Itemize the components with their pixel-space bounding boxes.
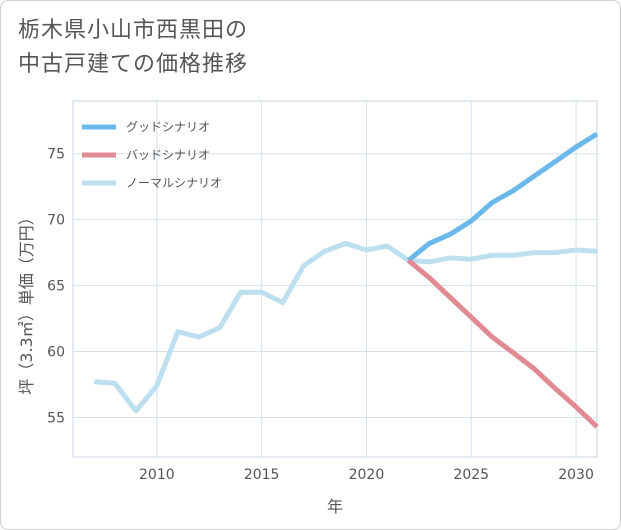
legend-label-normal: ノーマルシナリオ xyxy=(126,176,222,190)
series-line-bad xyxy=(406,258,599,429)
y-tick-label: 55 xyxy=(47,410,65,426)
x-tick-label: 2030 xyxy=(558,467,594,483)
chart-title-line-2: 中古戸建ての価格推移 xyxy=(18,52,249,77)
series-group xyxy=(93,131,599,429)
x-tick-label: 2015 xyxy=(244,467,280,483)
chart-title-line-1: 栃木県小山市西黒田の xyxy=(18,18,249,43)
chart-title: 栃木県小山市西黒田の 中古戸建ての価格推移 xyxy=(18,14,418,82)
x-tick-label: 2020 xyxy=(349,467,385,483)
y-tick-label: 65 xyxy=(47,279,65,295)
x-tick-label: 2010 xyxy=(139,467,175,483)
y-tick-label: 70 xyxy=(47,213,65,229)
series-line-good xyxy=(406,131,599,263)
x-tick-label: 2025 xyxy=(453,467,489,483)
y-tick-label: 60 xyxy=(47,345,65,361)
tick-labels: 55 60 65 70 75 2010 2015 2020 2025 2030 xyxy=(47,147,594,483)
legend-label-good: グッドシナリオ xyxy=(126,120,210,134)
grid-lines xyxy=(73,101,597,457)
y-axis-label: 坪（3.3㎡）単価（万円） xyxy=(17,209,36,394)
series-line-normal xyxy=(93,240,598,414)
legend-label-bad: バッドシナリオ xyxy=(126,148,210,162)
x-axis-label: 年 xyxy=(327,497,343,516)
plot-area-border xyxy=(72,100,598,458)
y-tick-label: 75 xyxy=(47,147,65,163)
